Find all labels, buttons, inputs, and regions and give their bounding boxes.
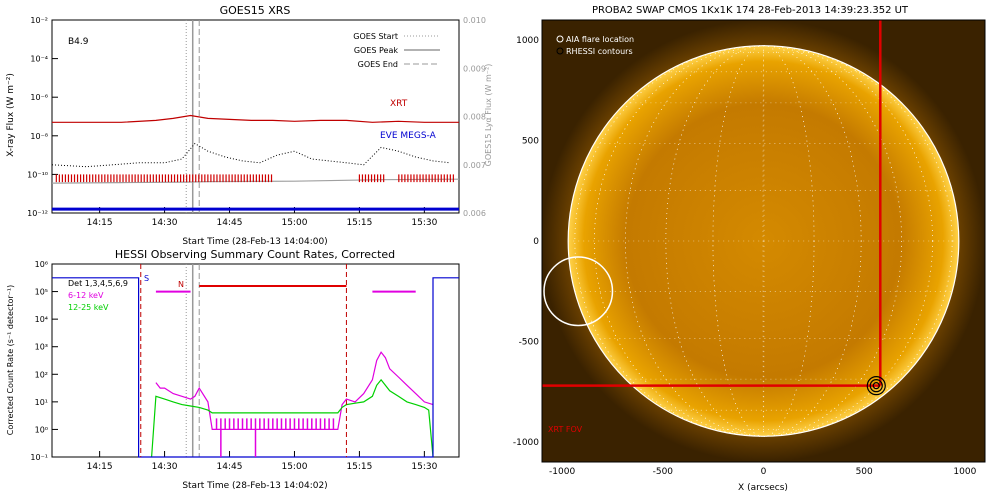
longitude-line <box>625 45 902 437</box>
y-tick-label: 10⁵ <box>35 288 48 297</box>
left-panel: GOES15 XRS B4.9 GOES Start GOES Peak GOE… <box>6 4 493 491</box>
x-tick-label: 15:15 <box>346 218 372 228</box>
goes-series-label-eve: EVE MEGS-A <box>380 131 437 141</box>
x-tick-label: 15:00 <box>281 218 307 228</box>
series-12-25-kev <box>151 378 434 458</box>
y2-tick-label: 0.006 <box>463 209 486 218</box>
aia-flare-circle <box>543 256 614 327</box>
legend-aia: AIA flare location <box>566 35 634 44</box>
xrt-fov-label: XRT FOV <box>548 425 583 434</box>
y-tick-label: 10¹ <box>35 398 48 407</box>
swap-y-tick-label: 500 <box>522 137 539 147</box>
swap-legend: AIA flare location RHESSI contours <box>556 35 634 56</box>
x-tick-label: 14:15 <box>87 462 113 472</box>
x-tick-label: 14:30 <box>152 462 178 472</box>
hessi-chart: HESSI Observing Summary Count Rates, Cor… <box>6 248 460 491</box>
longitude-line <box>594 45 933 437</box>
longitude-line <box>665 45 862 437</box>
goes-series-label-xrt: XRT <box>390 99 408 109</box>
legend-goes-peak: GOES Peak <box>354 46 399 55</box>
goes-xrs-chart: GOES15 XRS B4.9 GOES Start GOES Peak GOE… <box>6 4 493 247</box>
swap-y-tick-label: 1000 <box>516 36 539 46</box>
series-goes-ly- <box>51 178 460 184</box>
goes-ticks: 14:15 14:30 14:45 15:00 15:15 15:30 10⁻² 10⁻⁴ 10… <box>27 16 486 228</box>
legend-goes-end: GOES End <box>358 60 398 69</box>
legend-6-12: 6-12 keV <box>68 291 104 300</box>
y-tick-label: 10⁻¹⁰ <box>27 170 48 179</box>
rhessi-contour <box>872 382 880 390</box>
swap-x-tick-label: -1000 <box>549 467 575 477</box>
y-tick-label: 10⁻⁶ <box>30 93 48 102</box>
y-tick-label: 10⁻² <box>30 16 48 25</box>
y-tick-label: 10⁻⁸ <box>30 132 48 141</box>
swap-xlabel: X (arcsecs) <box>738 483 788 493</box>
x-tick-label: 15:15 <box>346 462 372 472</box>
hessi-annotation-s: S <box>144 274 149 283</box>
goes-xlabel: Start Time (28-Feb-13 14:04:00) <box>182 237 327 247</box>
goes-plot-frame <box>51 19 460 214</box>
rhessi-contour <box>869 379 883 393</box>
swap-y-tick-label: -1000 <box>513 438 539 448</box>
goes-y2label: GOES15 Lyα Flux (W m⁻²) <box>484 64 493 167</box>
x-tick-label: 14:30 <box>152 218 178 228</box>
series-eve-megs-a <box>51 142 451 168</box>
hessi-marks <box>52 264 459 458</box>
legend-det: Det 1,3,4,5,6,9 <box>68 279 128 288</box>
hessi-title: HESSI Observing Summary Count Rates, Cor… <box>115 248 395 261</box>
legend-rhessi: RHESSI contours <box>566 47 633 56</box>
y2-tick-label: 0.010 <box>463 16 486 25</box>
swap-image-frame <box>541 19 986 463</box>
x-tick-label: 14:45 <box>217 462 243 472</box>
y2-tick-label: 0.009 <box>463 64 486 73</box>
y-tick-label: 10⁰ <box>35 425 48 434</box>
x-tick-label: 15:00 <box>281 462 307 472</box>
swap-y-tick-label: -500 <box>519 337 540 347</box>
swap-x-tick-label: -500 <box>653 467 674 477</box>
goes-ylabel: X-ray Flux (W m⁻²) <box>6 73 16 157</box>
x-tick-label: 15:30 <box>411 462 437 472</box>
y-tick-label: 10⁻¹² <box>27 209 48 218</box>
goes-title: GOES15 XRS <box>220 4 291 17</box>
x-tick-label: 15:30 <box>411 218 437 228</box>
longitude-line <box>574 45 953 437</box>
y2-tick-label: 0.008 <box>463 113 486 122</box>
swap-x-tick-label: 1000 <box>953 467 976 477</box>
swap-x-tick-label: 500 <box>856 467 873 477</box>
hessi-ylabel: Corrected Count Rate (s⁻¹ detector⁻¹) <box>6 285 15 436</box>
longitude-line <box>712 45 815 437</box>
legend-12-25: 12-25 keV <box>68 303 109 312</box>
swap-title: PROBA2 SWAP CMOS 1Kx1K 174 28-Feb-2013 1… <box>592 5 909 16</box>
legend-goes-start: GOES Start <box>353 32 398 41</box>
series-6-12-kev <box>155 351 434 430</box>
swap-y-tick-label: 0 <box>533 237 539 247</box>
hessi-annotation-n: N <box>178 280 184 289</box>
y-tick-label: 10⁶ <box>35 260 48 269</box>
swap-image-svg: PROBA2 SWAP CMOS 1Kx1K 174 28-Feb-2013 1… <box>513 5 986 493</box>
y-tick-label: 10⁴ <box>35 315 48 324</box>
series-xrt <box>52 114 459 123</box>
swap-x-tick-label: 0 <box>761 467 767 477</box>
heliographic-grid <box>568 45 959 437</box>
goes-legend: GOES Start GOES Peak GOES End <box>353 32 440 69</box>
y-tick-label: 10² <box>35 370 48 379</box>
y-tick-label: 10⁻⁴ <box>30 55 48 64</box>
legend-rhessi-symbol <box>556 47 564 55</box>
y-tick-label: 10³ <box>35 343 48 352</box>
goes-marks <box>51 20 460 213</box>
hessi-xlabel: Start Time (28-Feb-13 14:04:02) <box>182 481 327 491</box>
rhessi-contour <box>866 376 886 396</box>
swap-overlay <box>542 20 886 396</box>
legend-aia-symbol <box>556 35 564 43</box>
series-attenuator-decimation <box>52 277 459 458</box>
swap-ticks: -1000 -500 0 500 1000 1000 500 0 -500 -1000 <box>513 36 977 477</box>
y-tick-label: 10⁻¹ <box>30 453 48 462</box>
x-tick-label: 14:15 <box>87 218 113 228</box>
hessi-ticks: 14:15 14:30 14:45 15:00 15:15 15:30 10⁶ 10⁵ 10⁴ 1… <box>30 260 437 472</box>
y2-tick-label: 0.007 <box>463 161 486 170</box>
swap-image-panel: PROBA2 SWAP CMOS 1Kx1K 174 28-Feb-2013 1… <box>500 0 1000 500</box>
goes-class-label: B4.9 <box>68 37 89 47</box>
hessi-legend: Det 1,3,4,5,6,9 6-12 keV 12-25 keV <box>68 279 128 312</box>
x-tick-label: 14:45 <box>217 218 243 228</box>
